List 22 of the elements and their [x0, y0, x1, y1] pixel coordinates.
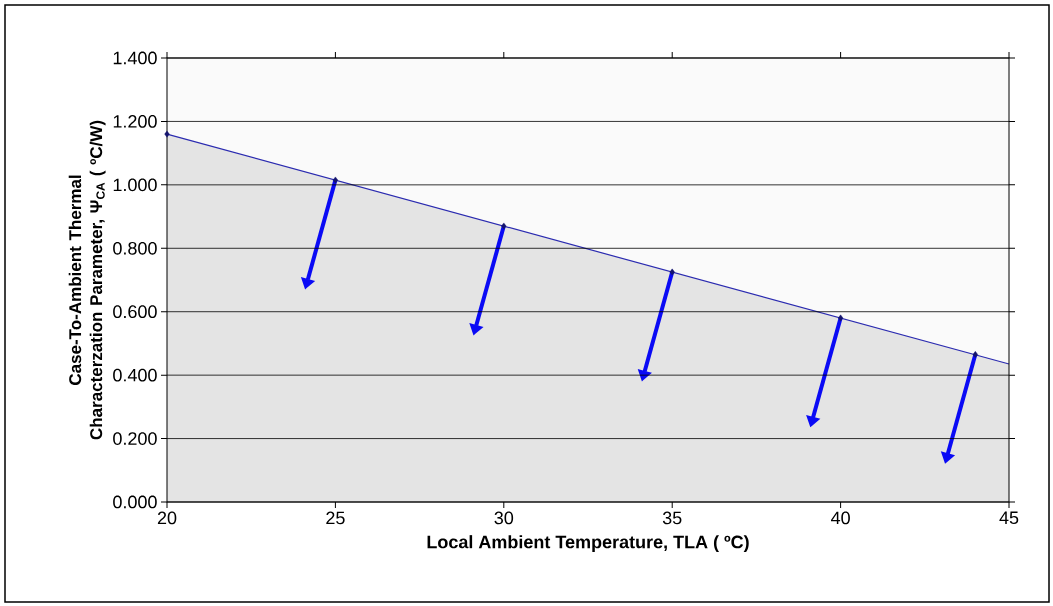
x-tick-label: 20: [157, 511, 177, 525]
point: [669, 268, 675, 276]
y-tick-label: 0.200: [113, 432, 157, 445]
x-tick-label: 40: [831, 511, 850, 525]
x-tick-label: 35: [662, 511, 682, 525]
point: [838, 314, 844, 322]
y-tick-label: 0.800: [113, 241, 157, 255]
x-tick-label: 45: [999, 511, 1019, 525]
y-axis-title: Case-To-Ambient Thermal Characterzation Parameter, Ψ$_{CA}$ ( ºC/W): [68, 120, 106, 440]
y-tick-label: 1.400: [113, 51, 157, 65]
point: [972, 351, 978, 358]
y-tick-label: 1.200: [113, 115, 157, 128]
y-tick-label: 0.000: [113, 495, 157, 509]
point: [332, 176, 338, 184]
x-tick-label: 30: [494, 511, 514, 525]
y-tick-label: 0.400: [113, 368, 157, 382]
y-tick-label: 0.600: [113, 305, 157, 319]
point: [501, 222, 507, 230]
x-tick-label: 25: [326, 511, 345, 525]
point: [164, 130, 170, 138]
y-tick-label: 1.000: [113, 178, 157, 192]
x-axis-title: Local Ambient Temperature, TLA ( ºC): [427, 535, 749, 552]
